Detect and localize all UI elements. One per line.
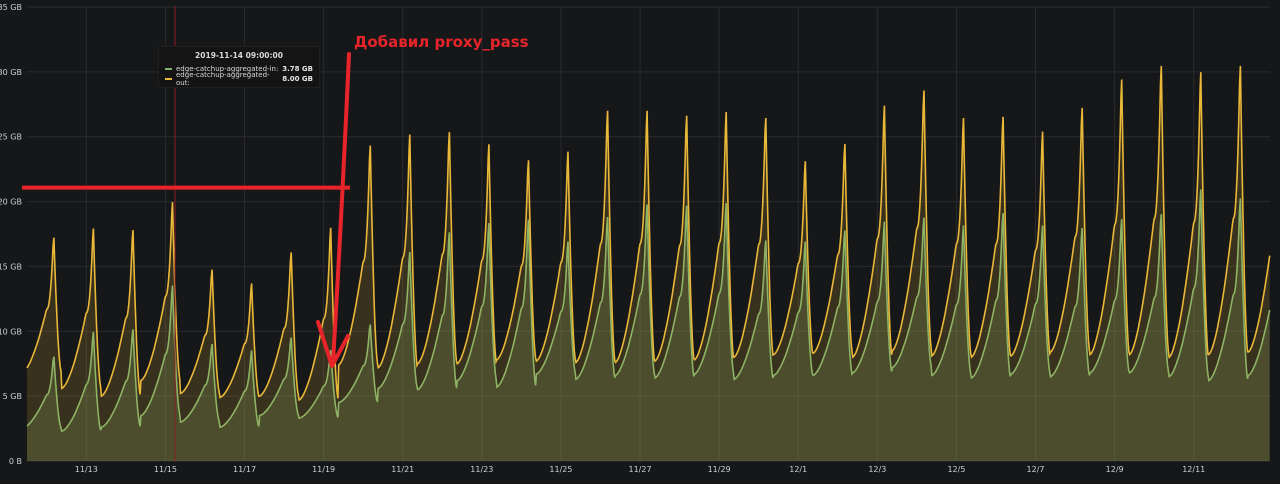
tooltip-row-in: edge-catchup-aggregated-in: 3.78 GB: [165, 64, 313, 74]
x-tick-label: 11/21: [391, 465, 414, 474]
annotation-caption: Добавил proxy_pass: [354, 33, 529, 51]
series-area: [27, 65, 1270, 462]
tooltip-series-name: edge-catchup-aggregated-in:: [176, 65, 279, 73]
y-tick-label: 35 GB: [0, 3, 22, 12]
tooltip-swatch-out: [165, 78, 172, 80]
x-tick-label: 11/17: [233, 465, 256, 474]
y-tick-label: 30 GB: [0, 68, 22, 77]
y-tick-label: 5 GB: [3, 392, 22, 401]
x-tick-label: 11/13: [75, 465, 98, 474]
x-tick-label: 11/23: [470, 465, 493, 474]
x-tick-label: 11/27: [628, 465, 651, 474]
tooltip-series-value: 3.78 GB: [282, 65, 313, 73]
tooltip-series-name: edge-catchup-aggregated-out:: [176, 71, 270, 87]
x-axis-ticks: 11/13 11/15 11/17 11/19 11/21 11/23 11/25 11/27…: [75, 465, 1205, 474]
series-line: [26, 189, 1271, 433]
tooltip-time: 2019-11-14 09:00:00: [195, 51, 283, 60]
x-tick-label: 12/9: [1106, 465, 1124, 474]
x-tick-label: 12/3: [868, 465, 886, 474]
x-tick-label: 12/1: [789, 465, 807, 474]
tooltip-swatch-in: [165, 68, 172, 70]
y-tick-label: 10 GB: [0, 327, 22, 336]
y-tick-label: 0 B: [9, 457, 22, 466]
x-tick-label: 11/15: [154, 465, 177, 474]
y-tick-label: 20 GB: [0, 198, 22, 207]
series-line: [26, 65, 1271, 402]
series-area: [27, 189, 1270, 461]
series-out[interactable]: [26, 65, 1271, 462]
x-tick-label: 12/11: [1182, 465, 1205, 474]
tooltip-series-value: 8.00 GB: [282, 75, 313, 83]
annotation: Добавил proxy_pass: [22, 33, 529, 368]
x-tick-label: 11/29: [708, 465, 731, 474]
y-tick-label: 25 GB: [0, 133, 22, 142]
annotation-arrowhead: [316, 320, 350, 368]
series-in[interactable]: [26, 189, 1271, 462]
x-tick-label: 11/25: [549, 465, 572, 474]
hover-tooltip: 2019-11-14 09:00:00 edge-catchup-aggrega…: [158, 46, 320, 88]
y-tick-label: 15 GB: [0, 262, 22, 271]
x-tick-label: 12/7: [1027, 465, 1045, 474]
x-tick-label: 11/19: [312, 465, 335, 474]
x-tick-label: 12/5: [947, 465, 965, 474]
tooltip-row-out: edge-catchup-aggregated-out: 8.00 GB: [165, 71, 313, 87]
y-axis-ticks: 0 B 5 GB 10 GB 15 GB 20 GB 25 GB 30 GB 35 GB: [0, 3, 22, 466]
annotation-arrow: [331, 52, 351, 364]
